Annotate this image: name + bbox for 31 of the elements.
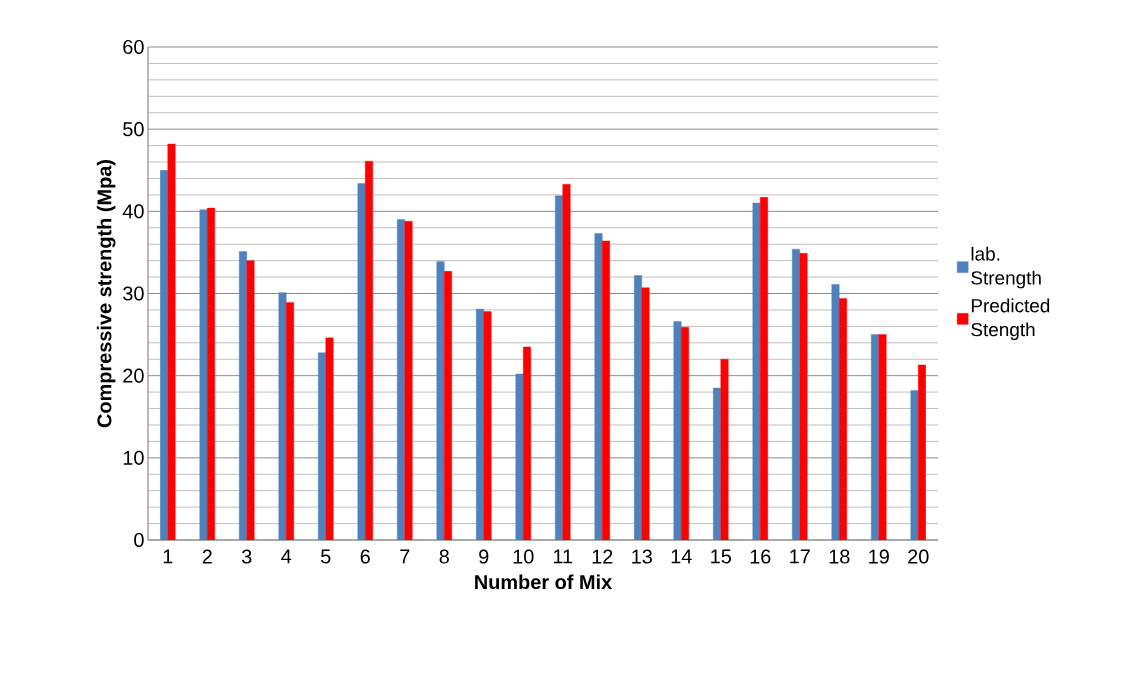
x-tick-label: 2	[202, 549, 212, 564]
x-tick-label: 1	[163, 549, 173, 564]
x-tick-label: 15	[711, 549, 731, 564]
x-tick-label: 20	[908, 549, 929, 564]
y-tick-label: 60	[123, 39, 144, 55]
x-tick-label: 16	[750, 549, 771, 564]
x-tick-label: 6	[360, 549, 370, 564]
y-tick-label: 50	[123, 122, 144, 137]
y-tick-label: 0	[134, 532, 144, 548]
x-tick-label: 8	[439, 549, 449, 564]
y-tick-label: 40	[122, 204, 144, 219]
x-tick-label: 19	[869, 549, 889, 564]
x-tick-label: 11	[553, 549, 573, 564]
x-tick-label: 4	[281, 549, 292, 564]
y-tick-label: 10	[123, 450, 144, 465]
x-tick-label: 13	[632, 549, 652, 564]
legend-label: lab. Strength	[971, 246, 1041, 289]
y-tick-label: 20	[123, 368, 144, 383]
x-tick-label: 12	[592, 549, 613, 564]
x-tick-label: 18	[829, 549, 850, 564]
y-axis-title: Compressive strength (Mpa)	[96, 160, 116, 428]
x-tick-label: 14	[671, 549, 692, 564]
x-tick-label: 7	[400, 549, 410, 564]
legend-label: Predicted Stength	[971, 298, 1050, 341]
x-tick-label: 9	[479, 549, 489, 564]
x-tick-label: 3	[241, 549, 252, 564]
x-tick-label: 17	[790, 549, 810, 564]
x-tick-label: 10	[513, 549, 534, 564]
x-tick-label: 5	[321, 549, 331, 564]
x-axis-title: Number of Mix	[475, 574, 613, 590]
y-tick-label: 30	[123, 286, 144, 301]
